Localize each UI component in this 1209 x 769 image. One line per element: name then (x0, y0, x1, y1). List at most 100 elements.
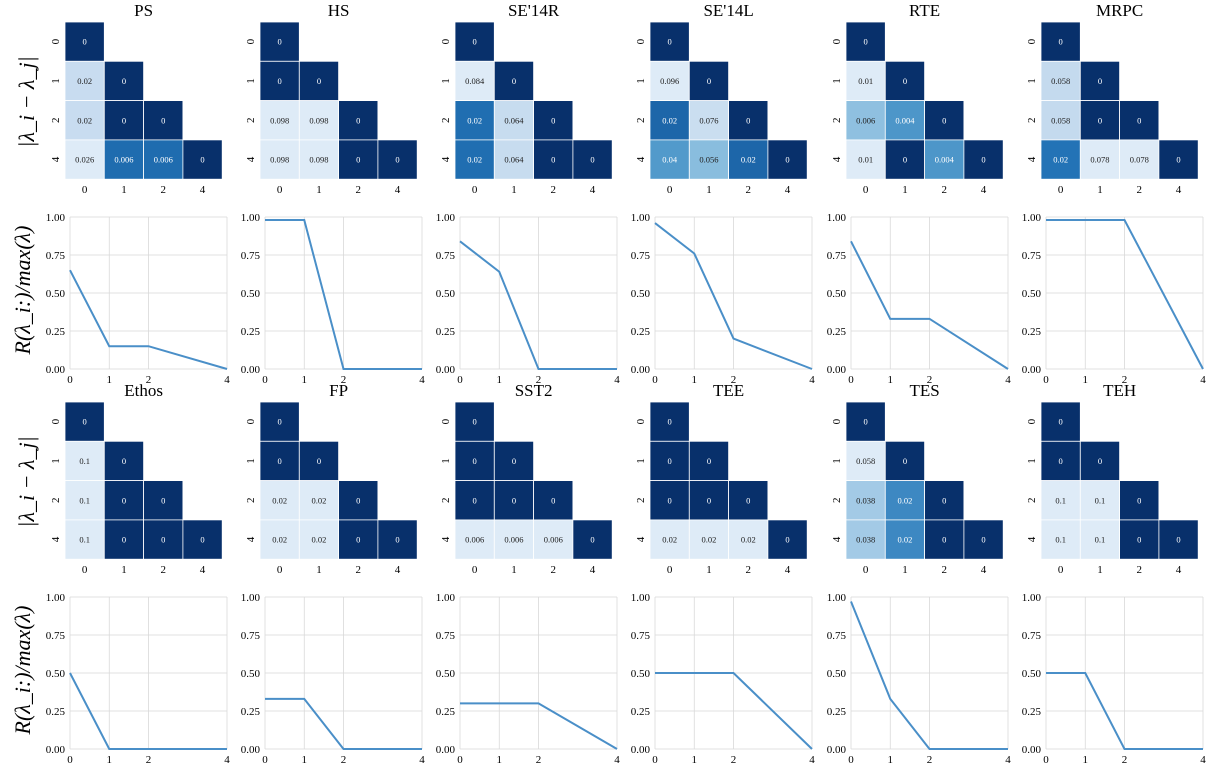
y-tick: 2 (50, 118, 62, 124)
heatmap-cell (963, 519, 1004, 560)
cell-value-label: 0.1 (1095, 495, 1106, 505)
line-chart-11: 0.00 0.25 0.50 0.75 1.00 0 1 2 4 (1022, 212, 1207, 386)
cell-value-label: 0 (122, 495, 126, 505)
cell-value-label: 0 (356, 115, 360, 125)
y-tick: 2 (1026, 498, 1038, 504)
y-tick-label: 0.50 (827, 668, 847, 680)
x-tick-label: 2 (1137, 184, 1143, 196)
x-tick-label: 2 (731, 374, 737, 386)
cell-value-label: 0.02 (741, 535, 756, 545)
cell-value-label: 0.006 (154, 155, 173, 165)
y-tick: 0 (50, 418, 62, 424)
x-tick-label: 2 (536, 374, 542, 386)
y-tick: 4 (50, 536, 62, 542)
row-label-line-bottom: R(λ_i:)/max(λ) (10, 605, 35, 735)
y-tick-label: 0.75 (241, 630, 261, 642)
x-tick-label: 1 (302, 374, 308, 386)
x-tick-label: 0 (1058, 564, 1064, 576)
y-tick-label: 1.00 (1022, 592, 1042, 604)
heatmap-cell (1040, 519, 1081, 560)
cell-value-label: 0.02 (272, 495, 287, 505)
cell-value-label: 0.1 (1055, 535, 1066, 545)
y-tick-label: 2 (50, 118, 62, 124)
x-tick-label: 0 (1043, 374, 1049, 386)
y-tick-label: 4 (635, 536, 647, 542)
cell-value-label: 0.02 (702, 535, 717, 545)
cell-value-label: 0.058 (1051, 76, 1070, 86)
cell-value-label: 0 (512, 456, 516, 466)
cell-value-label: 0.026 (75, 155, 94, 165)
y-tick-label: 0.75 (46, 250, 66, 262)
cell-value-label: 0 (161, 495, 165, 505)
y-tick-label: 2 (831, 498, 843, 504)
heatmap-cell (182, 139, 223, 180)
x-tick-label: 0 (848, 374, 854, 386)
cell-value-label: 0 (707, 456, 711, 466)
cell-value-label: 0 (981, 155, 985, 165)
y-tick-label: 1.00 (827, 592, 847, 604)
cell-value-label: 0.02 (898, 495, 913, 505)
y-tick: 1 (245, 78, 257, 84)
heatmap-cell (377, 519, 418, 560)
cell-value-label: 0.02 (898, 535, 913, 545)
y-tick-label: 0.50 (436, 668, 456, 680)
cell-value-label: 0 (1098, 76, 1102, 86)
y-tick: 4 (635, 536, 647, 542)
y-tick: 1 (440, 458, 452, 464)
y-tick-label: 2 (831, 118, 843, 124)
x-tick-label: 0 (457, 754, 463, 766)
panel-title: PS (134, 1, 153, 20)
x-tick-label: 1 (692, 754, 698, 766)
cell-value-label: 0.1 (1095, 535, 1106, 545)
cell-value-label: 0 (356, 495, 360, 505)
x-tick-label: 4 (590, 564, 596, 576)
cell-value-label: 0 (473, 37, 477, 47)
heatmap-cell (533, 139, 574, 180)
heatmap-cell (884, 440, 925, 481)
y-tick-label: 0.75 (631, 250, 651, 262)
y-tick-label: 0 (635, 38, 647, 44)
y-tick-label: 0.00 (631, 744, 651, 756)
heatmap-cell (963, 139, 1004, 180)
cell-value-label: 0 (551, 115, 555, 125)
heatmap-cell (298, 440, 339, 481)
heatmap-cell (1119, 480, 1160, 521)
x-tick-label: 4 (1176, 564, 1182, 576)
heatmap-13: FP 0 0 0 0.02 0.02 0 0.02 0.02 0 0 0 1 2 4 0 1 2 4 (245, 381, 418, 576)
x-tick-label: 2 (356, 184, 362, 196)
x-tick-label: 0 (262, 374, 268, 386)
heatmap-cell (845, 440, 886, 481)
y-tick-label: 0.00 (1022, 364, 1042, 376)
heatmap-cell (259, 139, 300, 180)
cell-value-label: 0 (590, 155, 594, 165)
cell-value-label: 0.01 (858, 76, 873, 86)
y-tick-label: 0.50 (436, 288, 456, 300)
cell-value-label: 0 (1137, 495, 1141, 505)
x-tick-label: 0 (848, 754, 854, 766)
series-line (459, 240, 617, 370)
cell-value-label: 0.1 (79, 535, 90, 545)
heatmap-cell (64, 401, 105, 442)
cell-value-label: 0.02 (77, 115, 92, 125)
x-tick-label: 1 (316, 564, 322, 576)
cell-value-label: 0 (942, 115, 946, 125)
y-tick-label: 0.00 (1022, 744, 1042, 756)
y-tick-label: 0 (50, 418, 62, 424)
line-chart-10: 0.00 0.25 0.50 0.75 1.00 0 1 2 4 (827, 212, 1012, 386)
cell-value-label: 0 (903, 456, 907, 466)
panel-title: FP (329, 381, 348, 400)
series-line (1046, 219, 1204, 370)
cell-value-label: 0 (707, 76, 711, 86)
cell-value-label: 0.098 (270, 155, 289, 165)
x-tick-label: 0 (652, 374, 658, 386)
series-line (460, 702, 618, 750)
heatmap-cell (143, 139, 184, 180)
y-tick-label: 4 (50, 536, 62, 542)
y-tick-label: 0.25 (46, 706, 66, 718)
cell-value-label: 0.098 (309, 155, 328, 165)
cell-value-label: 0 (278, 37, 282, 47)
y-tick: 4 (440, 156, 452, 162)
heatmap-cell (884, 480, 925, 521)
cell-value-label: 0 (903, 76, 907, 86)
